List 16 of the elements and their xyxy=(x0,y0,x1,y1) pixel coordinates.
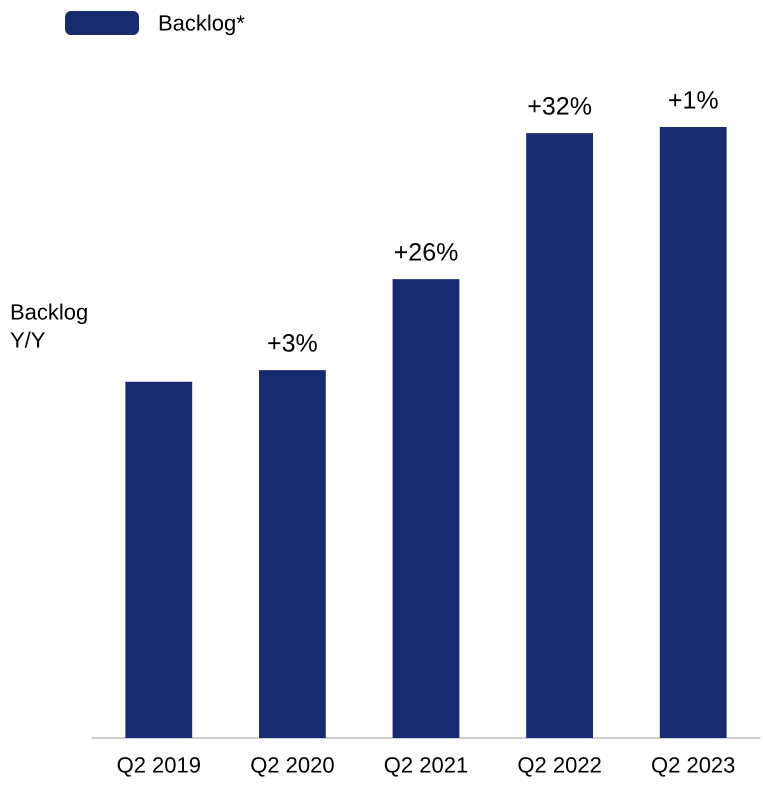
x-tick-label: Q2 2020 xyxy=(250,752,335,778)
x-tick-label: Q2 2019 xyxy=(116,752,202,778)
annotation: +3% xyxy=(267,330,318,358)
bar xyxy=(259,370,326,738)
text: Backlog Y/Y xyxy=(10,300,88,352)
x-tick-label: Q2 2021 xyxy=(384,752,468,778)
annotation: +26% xyxy=(394,238,458,267)
x-tick-label: Q2 2022 xyxy=(517,752,602,778)
x-tick-label: Q2 2023 xyxy=(650,752,736,778)
annotation: +1% xyxy=(668,86,719,114)
bar xyxy=(526,133,593,738)
bar xyxy=(660,127,727,738)
bar xyxy=(392,279,460,738)
legend-label: Backlog* xyxy=(158,10,246,36)
bar xyxy=(125,382,192,738)
annotation: +32% xyxy=(527,92,592,121)
